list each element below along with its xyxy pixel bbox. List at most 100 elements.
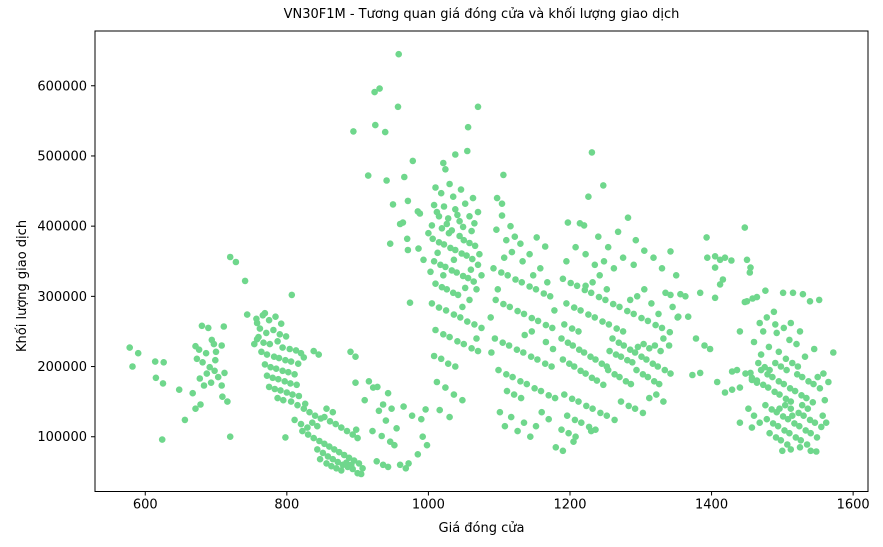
scatter-point — [372, 121, 379, 129]
scatter-point — [772, 321, 779, 328]
scatter-point — [432, 280, 439, 288]
scatter-point — [416, 210, 424, 217]
scatter-point — [748, 424, 756, 431]
scatter-point — [214, 373, 222, 381]
scatter-point — [655, 380, 663, 388]
chart-title: VN30F1M - Tương quan giá đóng cửa và khố… — [283, 7, 680, 22]
scatter-point — [796, 328, 804, 335]
scatter-point — [324, 453, 332, 460]
scatter-point — [466, 213, 473, 220]
scatter-point — [419, 433, 427, 441]
scatter-point — [701, 342, 708, 349]
scatter-point — [587, 427, 595, 435]
scatter-point — [537, 265, 544, 272]
scatter-point — [445, 229, 453, 237]
scatter-point — [748, 374, 756, 382]
scatter-point — [319, 449, 327, 457]
scatter-point — [546, 293, 554, 300]
scatter-point — [310, 434, 318, 442]
scatter-point — [572, 433, 579, 441]
scatter-point — [575, 328, 582, 335]
scatter-point — [661, 366, 669, 374]
scatter-point — [521, 331, 528, 339]
scatter-point — [400, 403, 407, 410]
scatter-point — [471, 220, 478, 227]
scatter-point — [563, 412, 571, 420]
scatter-point — [345, 454, 353, 462]
scatter-point — [269, 374, 277, 382]
scatter-point — [203, 370, 211, 377]
scatter-point — [564, 219, 572, 226]
scatter-point — [292, 347, 300, 354]
scatter-point — [820, 370, 827, 377]
scatter-point — [762, 287, 769, 295]
scatter-point — [212, 356, 219, 364]
scatter-point — [793, 371, 801, 378]
scatter-point — [810, 380, 817, 388]
scatter-point — [291, 371, 298, 378]
scatter-point — [616, 303, 623, 311]
scatter-point — [491, 335, 499, 342]
scatter-point — [795, 409, 802, 417]
scatter-point — [393, 425, 400, 432]
scatter-point — [759, 381, 767, 389]
scatter-point — [272, 365, 280, 373]
scatter-point — [652, 321, 659, 329]
scatter-point — [478, 324, 485, 332]
scatter-point — [511, 233, 519, 240]
scatter-point — [468, 345, 475, 352]
scatter-point — [452, 363, 459, 370]
scatter-point — [519, 258, 526, 265]
scatter-point — [220, 323, 228, 330]
scatter-point — [343, 459, 350, 467]
scatter-point — [464, 147, 471, 155]
scatter-point — [347, 348, 354, 356]
scatter-point — [349, 431, 357, 438]
scatter-point — [507, 413, 515, 421]
scatter-point — [340, 451, 348, 459]
scatter-point — [541, 243, 549, 250]
scatter-point — [771, 388, 778, 396]
scatter-point — [573, 282, 581, 290]
scatter-point — [274, 338, 281, 345]
scatter-point — [755, 359, 762, 367]
scatter-point — [282, 333, 290, 340]
scatter-point — [316, 455, 324, 463]
scatter-point — [309, 419, 316, 427]
scatter-point — [769, 420, 777, 427]
scatter-point — [604, 243, 612, 251]
scatter-point — [459, 272, 467, 280]
scatter-point — [733, 366, 741, 374]
scatter-point — [591, 261, 599, 269]
scatter-point — [352, 379, 359, 387]
scatter-point — [578, 419, 585, 427]
scatter-point — [258, 348, 265, 356]
scatter-point — [765, 343, 773, 351]
scatter-point — [206, 363, 213, 371]
scatter-point — [633, 293, 641, 300]
scatter-point — [589, 279, 596, 286]
scatter-point — [703, 234, 710, 241]
scatter-point — [279, 367, 286, 375]
y-tick-label: 600000 — [37, 79, 87, 94]
scatter-point — [753, 377, 761, 384]
scatter-point — [326, 443, 333, 450]
scatter-point — [199, 359, 206, 366]
scatter-point — [452, 246, 459, 254]
scatter-point — [396, 461, 404, 469]
scatter-point — [599, 318, 606, 325]
scatter-point — [415, 245, 422, 252]
scatter-point — [471, 321, 478, 328]
scatter-point — [798, 373, 806, 381]
scatter-point — [791, 420, 798, 427]
scatter-point — [468, 227, 475, 235]
scatter-point — [782, 355, 790, 363]
scatter-point — [805, 378, 812, 385]
scatter-point — [646, 345, 653, 352]
scatter-point — [593, 377, 601, 384]
scatter-point — [226, 433, 234, 441]
scatter-point — [496, 408, 504, 416]
scatter-point — [803, 394, 810, 402]
y-tick-label: 300000 — [37, 290, 87, 305]
scatter-point — [776, 391, 783, 398]
